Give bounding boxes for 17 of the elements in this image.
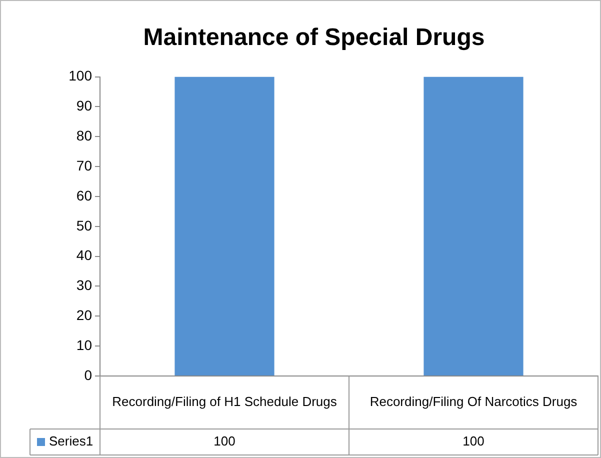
y-tick-label: 70 [76, 157, 92, 174]
y-tick-label: 10 [76, 336, 92, 353]
y-tick-label: 40 [76, 247, 92, 264]
y-tick-label: 80 [76, 128, 92, 144]
y-tick-label: 100 [68, 68, 92, 84]
data-label: 100 [462, 434, 484, 449]
data-label: 100 [214, 434, 236, 449]
chart-title: Maintenance of Special Drugs [143, 24, 485, 52]
legend-label: Series1 [49, 434, 94, 449]
y-tick-label: 30 [76, 277, 92, 294]
y-tick-label: 50 [76, 217, 92, 234]
x-tick-label: Recording/Filing Of Narcotics Drugs [370, 394, 578, 410]
x-tick-label: Recording/Filing of H1 Schedule Drugs [112, 394, 338, 410]
y-tick-label: 90 [76, 98, 92, 114]
y-tick-label: 0 [84, 366, 92, 383]
y-tick-label: 60 [76, 187, 92, 204]
y-tick-label: 20 [76, 307, 92, 324]
